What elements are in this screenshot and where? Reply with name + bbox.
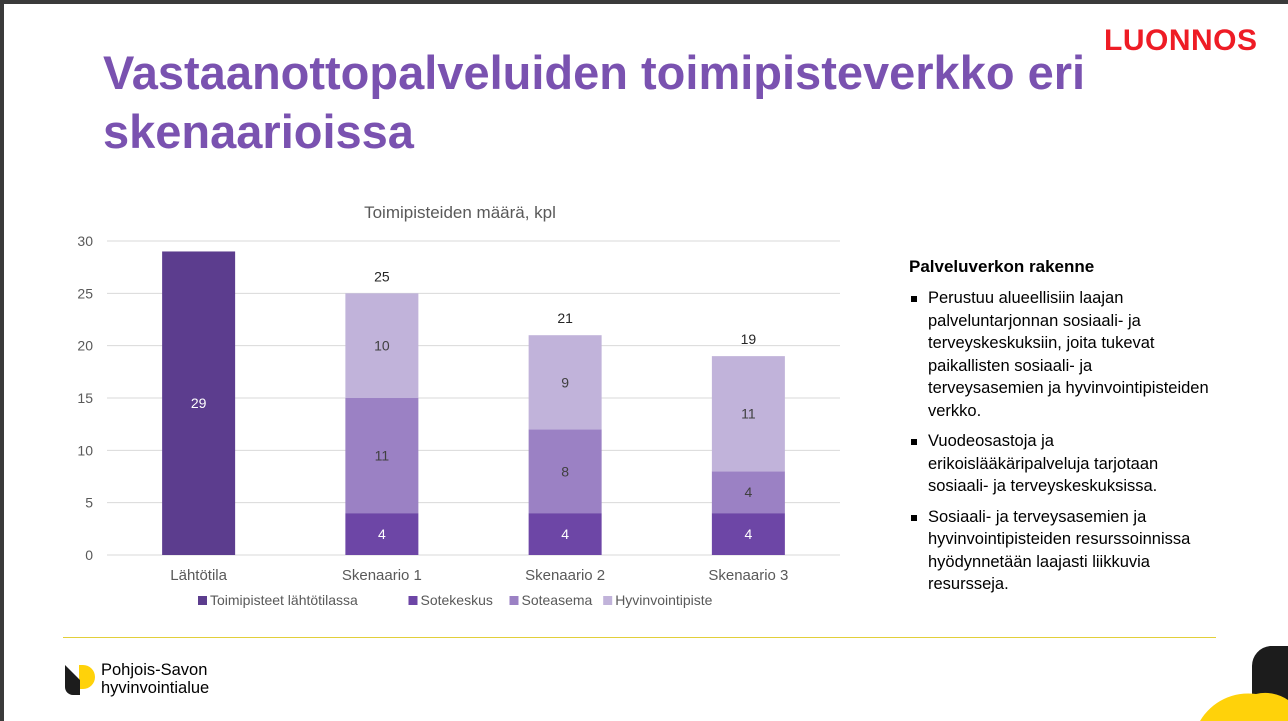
legend-label: Soteasema (522, 592, 593, 608)
window-top-border (0, 0, 1288, 4)
bar-segment (162, 251, 236, 555)
logo-heart-icon (65, 665, 95, 695)
data-label: 4 (561, 526, 569, 542)
data-label: 29 (191, 395, 207, 411)
bar-segment (528, 335, 602, 430)
bar-segment (711, 513, 785, 555)
window-left-border (0, 0, 4, 721)
y-tick-label: 15 (77, 390, 93, 406)
data-label: 9 (561, 374, 569, 390)
legend-swatch (603, 596, 613, 605)
footer-divider (63, 637, 1216, 638)
bar-segment (711, 471, 785, 514)
side-panel: Palveluverkon rakenne Perustuu alueellis… (909, 257, 1209, 604)
bar-segment (528, 513, 602, 555)
total-label: 25 (374, 268, 390, 284)
side-panel-list: Perustuu alueellisiin laajan palveluntar… (909, 287, 1209, 596)
legend-label: Sotekeskus (421, 592, 493, 608)
legend-label: Toimipisteet lähtötilassa (210, 592, 358, 608)
draft-stamp: LUONNOS (1104, 24, 1258, 57)
legend-swatch (198, 596, 207, 605)
x-tick-label: Skenaario 3 (708, 567, 788, 584)
bar-segment (345, 398, 419, 514)
corner-decoration (1200, 646, 1288, 721)
total-label: 21 (557, 310, 573, 326)
data-label: 11 (741, 406, 756, 422)
y-tick-label: 30 (77, 233, 93, 249)
x-tick-label: Lähtötila (170, 567, 227, 584)
chart-title: Toimipisteiden määrä, kpl (364, 203, 556, 222)
bar-segment (345, 293, 419, 398)
y-tick-label: 5 (85, 495, 93, 511)
side-panel-bullet-1: Perustuu alueellisiin laajan palveluntar… (909, 287, 1209, 422)
legend-swatch (408, 596, 418, 605)
legend-label: Hyvinvointipiste (615, 592, 712, 608)
data-label: 4 (744, 484, 752, 500)
stacked-bar-chart: Toimipisteiden määrä, kpl 0 5 10 15 20 25 30 29 L… (77, 203, 840, 608)
y-tick-label: 0 (85, 547, 93, 563)
logo-text: Pohjois-Savon hyvinvointialue (101, 661, 209, 697)
legend-swatch (509, 596, 519, 605)
side-panel-heading: Palveluverkon rakenne (909, 257, 1095, 276)
data-label: 8 (561, 463, 569, 479)
data-label: 11 (375, 448, 390, 464)
side-panel-bullet-2: Vuodeosastoja ja erikoislääkäripalveluja… (909, 430, 1209, 498)
y-tick-label: 10 (77, 442, 93, 458)
bar-segment (345, 513, 419, 555)
x-tick-label: Skenaario 2 (525, 567, 605, 584)
data-label: 10 (374, 338, 390, 354)
total-label: 19 (741, 331, 757, 347)
bar-segment (711, 356, 785, 472)
logo-line-1: Pohjois-Savon (101, 661, 208, 679)
slide-title: Vastaanottopalveluiden toimipisteverkko … (103, 46, 1086, 158)
y-tick-label: 20 (77, 338, 93, 354)
bar-segment (528, 429, 602, 514)
logo-line-2: hyvinvointialue (101, 679, 210, 697)
y-tick-label: 25 (77, 285, 93, 301)
data-label: 4 (378, 526, 386, 542)
data-label: 4 (744, 526, 752, 542)
x-tick-label: Skenaario 1 (342, 567, 422, 584)
side-panel-bullet-3: Sosiaali- ja terveysasemien ja hyvinvoin… (909, 506, 1209, 596)
